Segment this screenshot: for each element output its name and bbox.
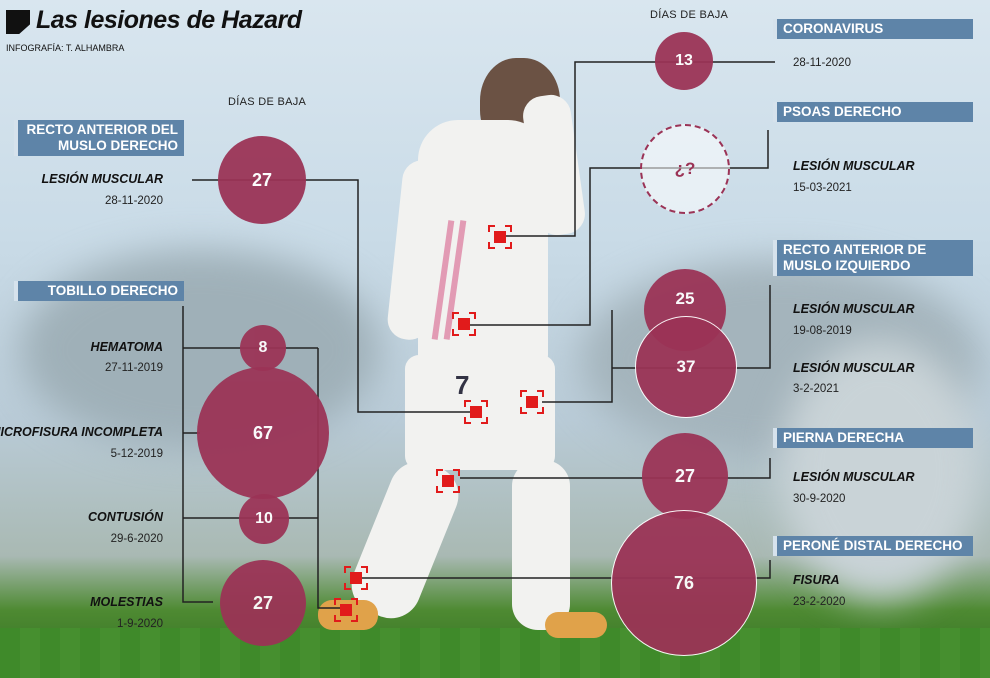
injury-marker-coronavirus xyxy=(488,225,512,249)
days-value: 67 xyxy=(252,422,274,443)
days-value: 10 xyxy=(255,510,273,527)
player-boot xyxy=(545,612,607,638)
days-bubble: 8 xyxy=(240,325,286,371)
injury-label: LESIÓN MUSCULAR xyxy=(793,159,915,173)
days-bubble: 13 xyxy=(655,32,713,90)
column-header-right: DÍAS DE BAJA xyxy=(650,9,729,21)
injury-label: LESIÓN MUSCULAR xyxy=(793,361,915,375)
injury-date: 1-9-2020 xyxy=(116,618,163,630)
injury-date: 28-11-2020 xyxy=(793,57,851,69)
injury-date: 28-11-2020 xyxy=(105,195,163,207)
injury-date: 30-9-2020 xyxy=(793,493,846,505)
injury-marker-pierna xyxy=(436,469,460,493)
connector-coronavirus xyxy=(506,61,775,237)
days-value: 27 xyxy=(674,465,696,486)
section-psoas: PSOAS DERECHO xyxy=(773,102,973,122)
connector-recto-izq xyxy=(542,285,771,403)
injury-marker-recto-derecho xyxy=(464,400,488,424)
page-title: Las lesiones de Hazard xyxy=(36,6,302,34)
days-bubble: 67 xyxy=(197,367,329,499)
days-value: 27 xyxy=(251,169,273,190)
injury-date: 15-03-2021 xyxy=(793,182,852,194)
injury-label: CONTUSIÓN xyxy=(88,510,163,524)
injury-label: LESIÓN MUSCULAR xyxy=(41,172,163,186)
days-bubble: 10 xyxy=(239,494,289,544)
injury-label: MICROFISURA INCOMPLETA xyxy=(0,425,163,439)
section-title-line1: RECTO ANTERIOR DEL xyxy=(26,122,178,137)
player-leg-right xyxy=(512,460,570,630)
shirt-number: 7 xyxy=(455,370,470,400)
injury-label: FISURA xyxy=(793,573,840,587)
days-bubble: 27 xyxy=(220,560,306,646)
section-perone: PERONÉ DISTAL DERECHO xyxy=(773,536,973,556)
days-bubble: 27 xyxy=(642,433,728,519)
injury-marker-recto-izquierdo xyxy=(520,390,544,414)
section-tobillo-derecho: TOBILLO DERECHO xyxy=(14,281,184,301)
injury-label: MOLESTIAS xyxy=(90,595,163,609)
injury-label: HEMATOMA xyxy=(90,340,163,354)
days-value: 37 xyxy=(676,357,696,376)
column-header-left: DÍAS DE BAJA xyxy=(228,96,307,108)
section-title: PIERNA DERECHA xyxy=(783,430,905,445)
days-bubble: 27 xyxy=(218,136,306,224)
injury-date: 27-11-2019 xyxy=(105,362,163,374)
section-recto-derecho: RECTO ANTERIOR DEL MUSLO DERECHO xyxy=(14,120,184,156)
days-value: 76 xyxy=(673,572,695,593)
section-title-line2: MUSLO IZQUIERDO xyxy=(783,258,911,273)
section-coronavirus: CORONAVIRUS xyxy=(773,19,973,39)
days-value: ¿? xyxy=(674,159,696,178)
connector-tobillo-to-foot xyxy=(317,348,342,609)
injury-marker-tobillo xyxy=(334,598,358,622)
injury-date: 3-2-2021 xyxy=(793,383,840,395)
connector-perone xyxy=(362,560,771,579)
section-title-line2: MUSLO DERECHO xyxy=(57,138,178,153)
connector-tobillo-bracket xyxy=(182,306,213,603)
days-value: 13 xyxy=(675,52,693,69)
stadium-blur xyxy=(780,340,980,600)
injury-label: LESIÓN MUSCULAR xyxy=(793,470,915,484)
section-recto-izquierdo: RECTO ANTERIOR DE MUSLO IZQUIERDO xyxy=(773,240,973,276)
days-value: 25 xyxy=(675,289,695,308)
days-bubble-unknown: ¿? xyxy=(640,124,730,214)
section-title-line1: RECTO ANTERIOR DE xyxy=(783,242,927,257)
section-title: PSOAS DERECHO xyxy=(783,104,902,119)
injury-date: 19-08-2019 xyxy=(793,325,852,337)
days-bubble: 37 xyxy=(636,317,736,417)
injury-date: 5-12-2019 xyxy=(110,448,163,460)
section-title: PERONÉ DISTAL DERECHO xyxy=(783,538,963,553)
days-bubble: 76 xyxy=(612,511,756,655)
injury-date: 29-6-2020 xyxy=(110,533,163,545)
days-value: 8 xyxy=(258,339,268,356)
connector-psoas xyxy=(470,130,769,326)
section-title: CORONAVIRUS xyxy=(783,21,884,36)
injury-date: 23-2-2020 xyxy=(793,596,846,608)
injury-marker-psoas xyxy=(452,312,476,336)
infographic-credit: INFOGRAFÍA: T. ALHAMBRA xyxy=(6,43,125,53)
connector-pierna xyxy=(460,458,771,479)
section-pierna-derecha: PIERNA DERECHA xyxy=(773,428,973,448)
pitch-grass xyxy=(0,628,990,678)
injury-marker-perone xyxy=(344,566,368,590)
section-title: TOBILLO DERECHO xyxy=(47,283,178,298)
days-value: 27 xyxy=(252,592,274,613)
injury-label: LESIÓN MUSCULAR xyxy=(793,302,915,316)
player-torso xyxy=(418,120,548,375)
